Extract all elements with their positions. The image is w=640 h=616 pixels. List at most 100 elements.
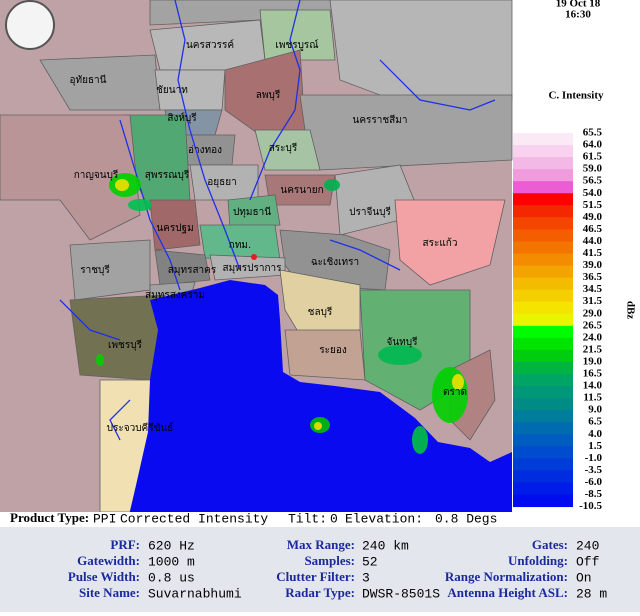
color-band xyxy=(513,133,573,146)
legend-unit: dBz xyxy=(624,301,636,319)
color-band xyxy=(513,313,573,327)
province-label: ปทุมธานี xyxy=(233,206,271,218)
legend-label: 11.5 xyxy=(583,392,602,404)
legend-label: 21.5 xyxy=(583,343,603,355)
color-band xyxy=(513,193,573,206)
param-label: Samples: xyxy=(304,553,355,568)
radar-echo xyxy=(314,422,322,430)
province-label: ลพบุรี xyxy=(256,89,281,101)
province-label: ชลบุรี xyxy=(308,306,333,318)
legend-label: 19.0 xyxy=(583,355,603,367)
param-label: Gatewidth: xyxy=(77,553,140,568)
province-label: จันทบุรี xyxy=(386,336,418,348)
legend-label: 31.5 xyxy=(583,295,603,307)
radar-echo xyxy=(452,374,464,390)
province-label: สิงห์บุรี xyxy=(167,112,197,124)
param-label: Antenna Height ASL: xyxy=(447,585,568,600)
color-band xyxy=(513,253,573,267)
param-value: 1000 m xyxy=(148,554,195,569)
color-band xyxy=(513,422,573,435)
legend-label: 54.0 xyxy=(583,187,603,199)
province-label: อุทัยธานี xyxy=(69,74,106,86)
province-label: ฉะเชิงเทรา xyxy=(311,257,359,268)
legend-label: 29.0 xyxy=(583,307,603,319)
legend-label: 46.5 xyxy=(583,223,603,235)
param-label: Gates: xyxy=(532,537,568,552)
color-band xyxy=(513,482,573,495)
legend-label: 49.0 xyxy=(583,211,603,223)
color-band xyxy=(513,277,573,291)
color-band xyxy=(513,337,573,351)
legend-label: 59.0 xyxy=(583,163,603,175)
param-value: 240 km xyxy=(362,538,409,553)
province xyxy=(299,94,513,171)
param-value: Suvarnabhumi xyxy=(148,586,242,601)
time: 16:30 xyxy=(565,9,591,21)
province-label: ระยอง xyxy=(319,345,347,356)
radar-echo xyxy=(115,179,129,191)
elevation: 0.8 Degs xyxy=(435,511,497,526)
color-band xyxy=(513,265,573,279)
color-band xyxy=(513,494,573,508)
river xyxy=(379,59,496,111)
product-name: Corrected Intensity xyxy=(120,511,268,526)
province xyxy=(69,294,166,381)
color-band xyxy=(513,157,573,170)
province-label: สมุทรสงคราม xyxy=(145,290,205,301)
legend-label: 9.0 xyxy=(588,404,602,416)
param-label: Radar Type: xyxy=(285,585,355,600)
legend-label: 34.5 xyxy=(583,283,603,295)
tilt-label: Tilt: xyxy=(288,511,327,526)
param-value: 3 xyxy=(362,570,370,585)
param-label: Unfolding: xyxy=(508,553,568,568)
param-label: Pulse Width: xyxy=(68,569,140,584)
color-band xyxy=(513,374,573,387)
legend-label: -1.0 xyxy=(585,452,603,464)
color-band xyxy=(513,289,573,303)
product-bar xyxy=(0,512,640,526)
color-band xyxy=(513,169,573,182)
province-label: กทม. xyxy=(229,240,251,251)
province-label: อยุธยา xyxy=(207,177,236,188)
province-label: นครนายก xyxy=(280,185,323,196)
param-value: 0.8 us xyxy=(148,570,195,585)
province-label: นครสวรรค์ xyxy=(186,39,234,51)
river xyxy=(174,0,241,271)
color-band xyxy=(513,181,573,194)
color-band xyxy=(513,229,573,242)
province xyxy=(149,199,201,251)
color-band xyxy=(513,470,573,483)
province-label: เพชรบูรณ์ xyxy=(275,39,318,51)
province-label: สมุทรสาคร xyxy=(168,265,217,276)
legend-label: 36.5 xyxy=(583,271,603,283)
province-label: สระแก้ว xyxy=(423,237,458,249)
color-band xyxy=(513,325,573,339)
sea xyxy=(130,280,512,512)
param-value: DWSR-8501S xyxy=(362,586,440,601)
legend-label: 26.5 xyxy=(583,319,603,331)
elevation-label: Elevation: xyxy=(345,511,423,526)
color-band xyxy=(513,361,573,375)
province-label: ราชบุรี xyxy=(80,264,110,276)
river xyxy=(59,299,121,341)
province-label: นครปฐม xyxy=(156,223,193,234)
legend-label: 51.5 xyxy=(583,199,603,211)
param-value: On xyxy=(576,570,592,585)
province xyxy=(0,114,141,241)
radar-echo xyxy=(128,199,152,211)
province-label: สมุทรปราการ xyxy=(222,263,282,274)
param-label: PRF: xyxy=(110,537,140,552)
province-label: เพชรบุรี xyxy=(108,339,143,351)
color-band xyxy=(513,398,573,411)
legend-label: -8.5 xyxy=(585,488,603,500)
color-band xyxy=(513,349,573,363)
legend-label: 61.5 xyxy=(583,151,603,163)
legend-label: 65.5 xyxy=(583,127,603,139)
color-band xyxy=(513,458,573,471)
legend-label: -3.5 xyxy=(585,464,603,476)
legend-label: 16.5 xyxy=(583,368,603,380)
color-band xyxy=(513,434,573,447)
color-band xyxy=(513,301,573,315)
color-band xyxy=(513,241,573,254)
